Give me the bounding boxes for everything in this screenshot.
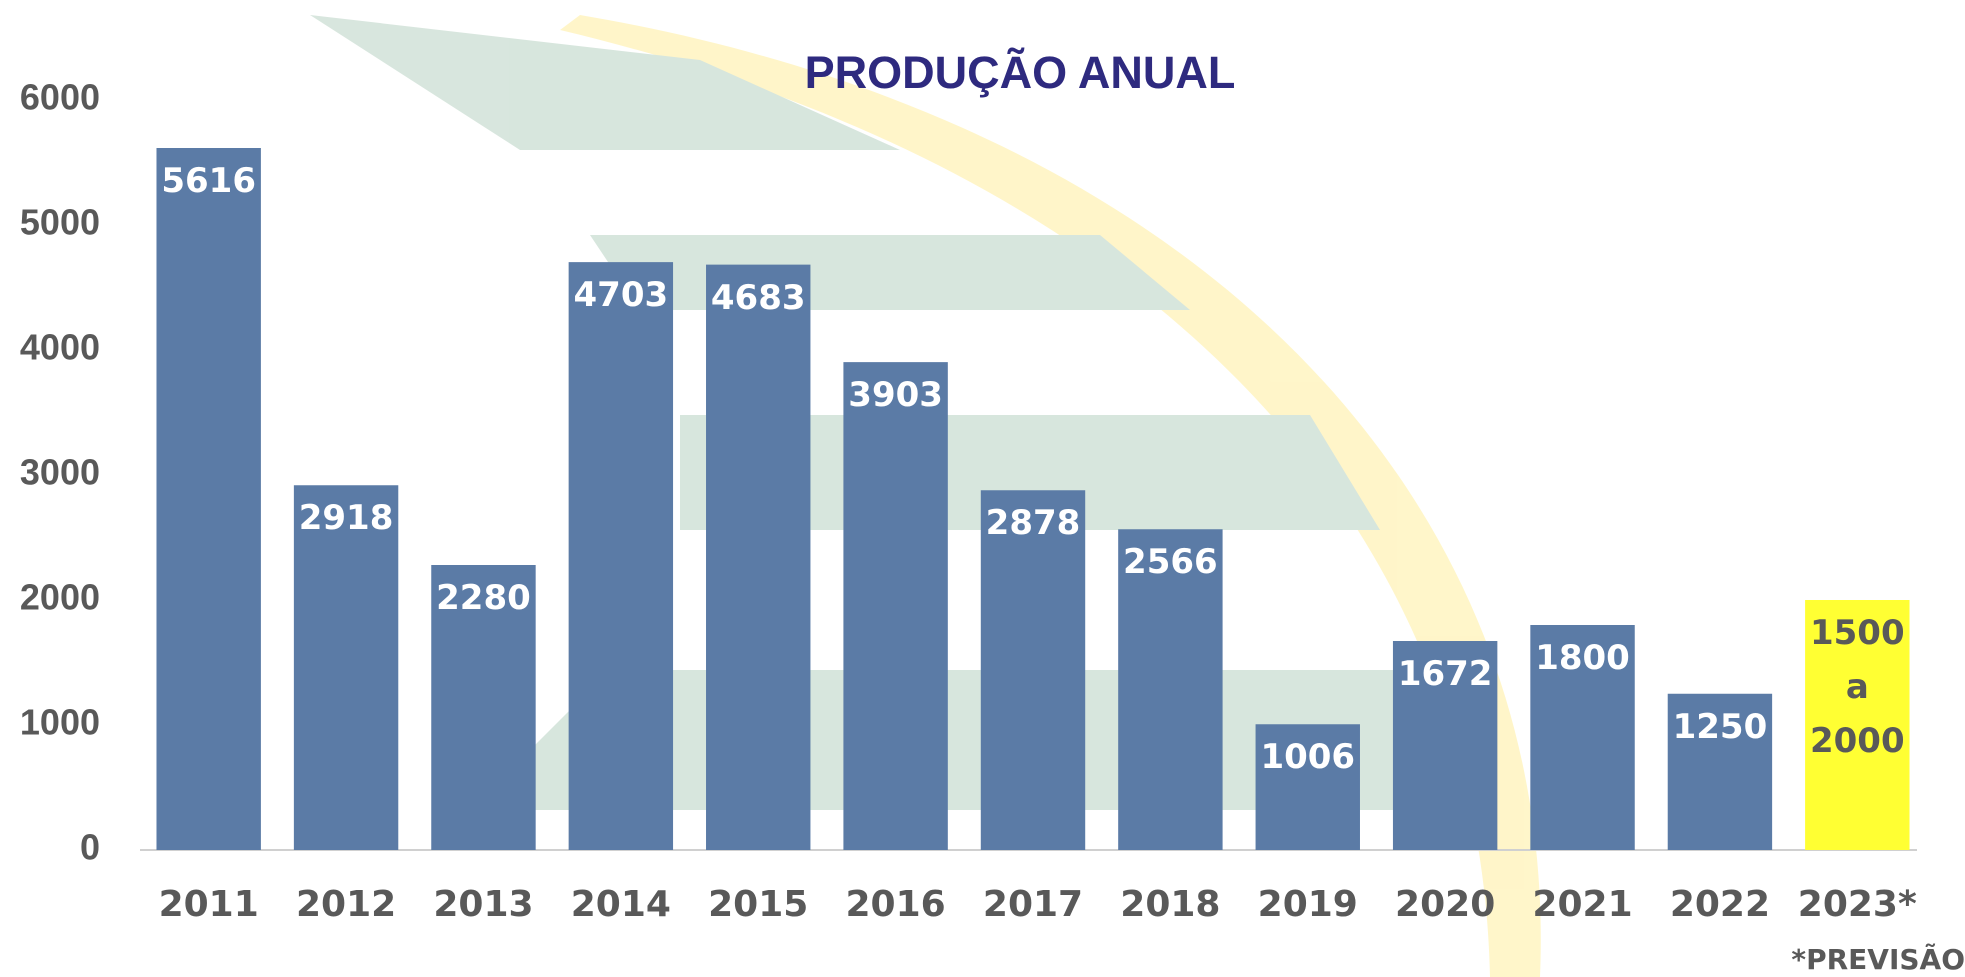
x-tick-label: 2011	[159, 884, 259, 925]
chart-title: PRODUÇÃO ANUAL	[805, 47, 1236, 98]
x-tick-label: 2022	[1670, 884, 1770, 925]
data-label: 2918	[296, 491, 396, 545]
data-label: 2280	[433, 571, 533, 625]
x-tick-label: 2014	[571, 884, 671, 925]
bar	[706, 265, 810, 850]
data-label: 4683	[708, 271, 808, 325]
x-tick-label: 2019	[1258, 884, 1358, 925]
x-tick-label: 2012	[296, 884, 396, 925]
data-label: 1500 a 2000	[1807, 606, 1907, 768]
data-label: 2566	[1120, 535, 1220, 589]
data-label: 5616	[159, 154, 259, 208]
data-label: 1800	[1533, 631, 1633, 685]
data-label: 4703	[571, 268, 671, 322]
x-tick-label: 2020	[1395, 884, 1495, 925]
data-label: 1006	[1258, 730, 1358, 784]
y-tick-label: 5000	[20, 202, 100, 243]
bar	[156, 148, 260, 850]
data-label: 3903	[846, 368, 946, 422]
x-tick-label: 2013	[433, 884, 533, 925]
y-tick-label: 6000	[20, 77, 100, 118]
y-tick-label: 3000	[20, 452, 100, 493]
x-tick-label: 2017	[983, 884, 1083, 925]
bar	[843, 362, 947, 850]
bar	[569, 262, 673, 850]
footnote: *PREVISÃO	[1791, 942, 1965, 976]
x-tick-label: 2023*	[1798, 884, 1917, 925]
data-label: 1250	[1670, 700, 1770, 754]
x-tick-label: 2016	[846, 884, 946, 925]
x-tick-label: 2018	[1120, 884, 1220, 925]
x-tick-label: 2021	[1532, 884, 1632, 925]
chart: PRODUÇÃO ANUAL *PREVISÃO 0 1000 2000 3000 40…	[0, 0, 1965, 977]
page: PRODUÇÃO ANUAL *PREVISÃO 0 1000 2000 3000 40…	[0, 0, 1965, 977]
y-tick-label: 4000	[20, 327, 100, 368]
data-label: 2878	[983, 496, 1083, 550]
y-tick-label: 1000	[20, 702, 100, 743]
y-tick-label: 0	[80, 827, 100, 868]
data-label: 1672	[1395, 647, 1495, 701]
x-tick-label: 2015	[708, 884, 808, 925]
y-tick-label: 2000	[20, 577, 100, 618]
